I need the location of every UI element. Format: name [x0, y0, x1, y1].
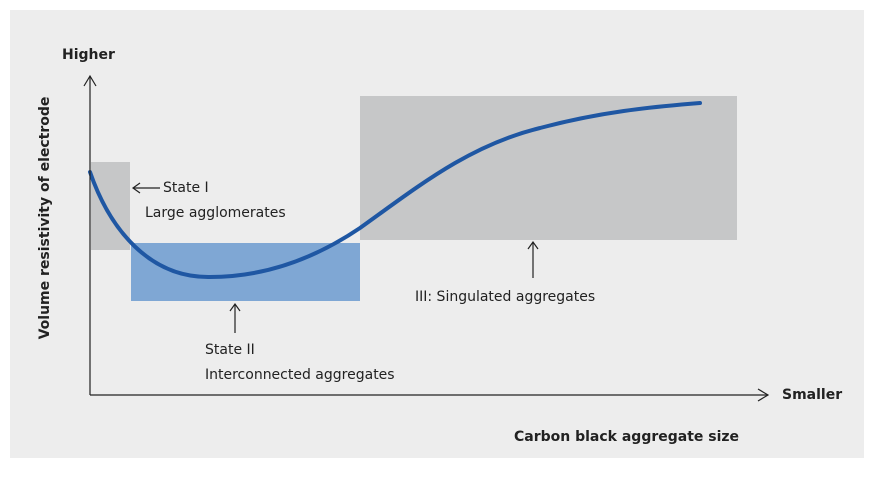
state-3-box — [360, 96, 737, 240]
y-top-label: Higher — [62, 47, 115, 63]
state-2-box — [131, 243, 360, 301]
region-description: Interconnected aggregates — [205, 367, 395, 383]
curve — [88, 101, 702, 280]
axes — [83, 74, 770, 402]
region-title: III: Singulated aggregates — [415, 289, 595, 305]
region-title: State II — [205, 342, 255, 358]
y-title: Volume resistivity of electrode — [37, 97, 53, 340]
pointer-arrows — [131, 182, 539, 333]
x-title: Carbon black aggregate size — [514, 429, 739, 445]
region-description: Large agglomerates — [145, 205, 286, 221]
region-title: State I — [163, 180, 209, 196]
x-right-label: Smaller — [782, 387, 842, 403]
